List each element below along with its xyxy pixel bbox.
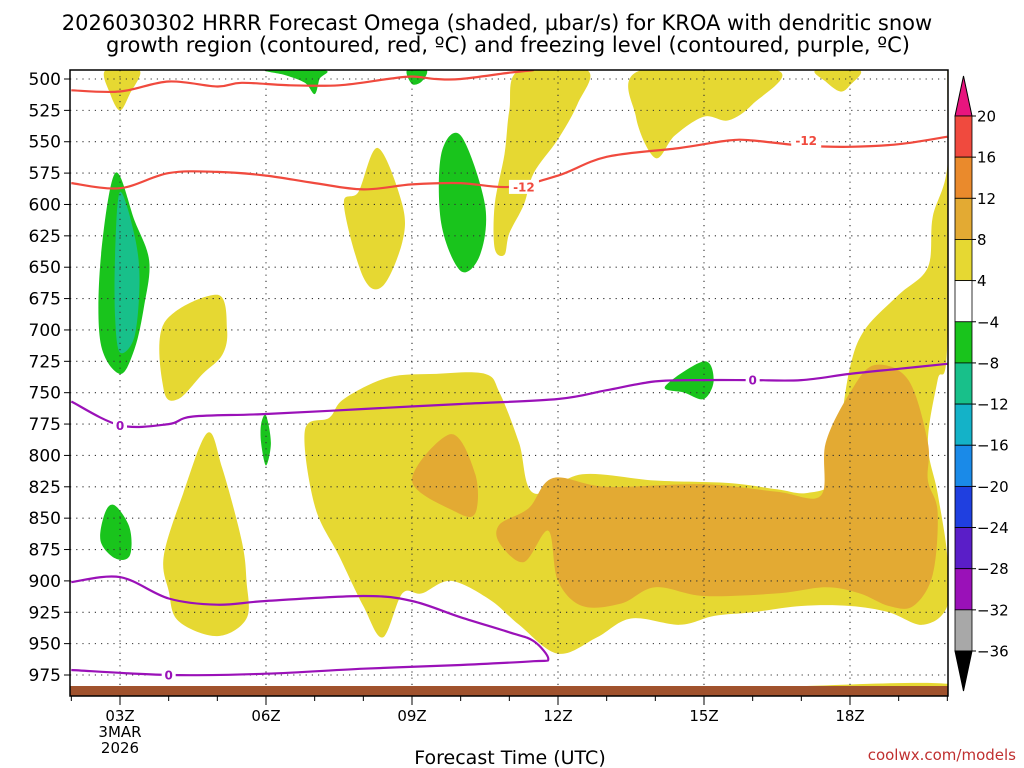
y-tick-label-625: 625	[29, 227, 61, 247]
y-tick-label-500: 500	[29, 70, 61, 90]
terrain-ground	[70, 686, 948, 696]
colorbar-bin--28-to--24	[954, 527, 973, 570]
freezing-contour-label-3-bg	[161, 668, 176, 682]
colorbar-label-9: −20	[977, 478, 1009, 496]
chart-title-line1: 2026030302 HRRR Forecast Omega (shaded, …	[62, 11, 932, 35]
x-axis-label: Forecast Time (UTC)	[414, 747, 605, 768]
y-tick-label-550: 550	[29, 133, 61, 153]
colorbar-label-13: −36	[977, 643, 1009, 661]
colorbar-label-5: −4	[977, 313, 999, 331]
freezing-contour-label-1-bg	[113, 418, 127, 433]
colorbar: 20 16 12 8 4 −4 −8 −12 −16 −20 −24 −28 −32 −36	[954, 75, 1009, 692]
y-tick-label-975: 975	[29, 666, 61, 686]
colorbar-label-11: −28	[977, 560, 1009, 578]
rising-omega-region-11	[159, 294, 228, 401]
y-tick-label-700: 700	[29, 321, 61, 341]
colorbar-bin--8-to--4	[954, 321, 973, 364]
x-tick-label-06Z: 06Z	[251, 707, 280, 725]
y-tick-label-600: 600	[29, 195, 61, 215]
colorbar-bin--32-to--28	[954, 568, 973, 611]
colorbar-bin--16-to--12	[954, 403, 973, 446]
colorbar-label-6: −8	[977, 354, 999, 372]
colorbar-label-8: −16	[977, 437, 1009, 455]
credit-text: coolwx.com/models	[868, 746, 1016, 764]
colorbar-bin-4-to-8	[954, 239, 973, 282]
y-tick-label-750: 750	[29, 384, 61, 404]
colorbar-label-1: 16	[977, 149, 996, 167]
y-tick-label-875: 875	[29, 541, 61, 561]
plot-area: -12 -12 0 0 0	[70, 70, 948, 696]
temperature-contours: -12 -12 0 0 0	[70, 70, 948, 683]
y-tick-label-650: 650	[29, 258, 61, 278]
freezing-contour-label-1: 0	[116, 419, 124, 433]
x-tick-label-12Z: 12Z	[543, 707, 572, 725]
x-tick-label-18Z: 18Z	[835, 707, 864, 725]
colorbar-label-12: −32	[977, 601, 1009, 619]
colorbar-label-3: 8	[977, 231, 987, 249]
y-tick-label-525: 525	[29, 101, 61, 121]
y-tick-label-950: 950	[29, 635, 61, 655]
freezing-contour-1	[70, 362, 948, 429]
colorbar-bin--36-to--32	[954, 609, 973, 652]
sinking-omega-region-2	[264, 70, 328, 95]
y-tick-label-800: 800	[29, 446, 61, 466]
y-tick-label-675: 675	[29, 290, 61, 310]
colorbar-bin-8-to-12	[954, 197, 973, 240]
rising-omega-region-6	[628, 70, 783, 159]
colorbar-label-2: 12	[977, 190, 996, 208]
dendritic-contour-label-2: -12	[795, 134, 817, 148]
date-label-day: 3MAR	[98, 723, 141, 741]
chart-title-line2: growth region (contoured, red, ºC) and f…	[106, 33, 910, 57]
y-tick-label-575: 575	[29, 164, 61, 184]
dendritic-contour-1	[71, 70, 534, 94]
colorbar-label-7: −12	[977, 396, 1009, 414]
sinking-omega-region-10	[438, 132, 487, 273]
colorbar-bin--12-to--8	[954, 362, 973, 405]
y-tick-label-775: 775	[29, 415, 61, 435]
rising-omega-region-7	[814, 70, 862, 92]
rising-omega-region-5	[493, 70, 591, 257]
sinking-omega-region-14	[114, 191, 140, 354]
colorbar-bin-12-to-16	[954, 156, 973, 199]
y-tick-label-725: 725	[29, 352, 61, 372]
colorbar-bin--20-to--16	[954, 444, 973, 487]
rising-omega-region-19	[411, 434, 479, 517]
y-tick-label-925: 925	[29, 603, 61, 623]
dendritic-contour-label-1: -12	[513, 180, 535, 194]
x-tick-label-15Z: 15Z	[689, 707, 718, 725]
rising-omega-region-9	[343, 147, 406, 290]
freezing-contour-label-2-bg	[745, 373, 760, 388]
freezing-contour-2	[71, 575, 550, 677]
colorbar-bottom-triangle	[954, 650, 973, 692]
pressure-axis: 500 525 550 575 600 625 650 675 700 725 750 775 800 8…	[29, 70, 70, 686]
x-tick-label-09Z: 09Z	[397, 707, 426, 725]
colorbar-label-0: 20	[977, 108, 996, 126]
y-tick-label-900: 900	[29, 572, 61, 592]
y-tick-label-825: 825	[29, 478, 61, 498]
y-tick-label-850: 850	[29, 509, 61, 529]
x-tick-label-03Z: 03Z	[105, 707, 134, 725]
dendritic-contour-label-2-bg	[791, 133, 822, 148]
sinking-omega-region-16	[260, 414, 271, 466]
time-axis: 03Z 06Z 09Z 12Z 15Z 18Z	[70, 696, 948, 725]
colorbar-label-10: −24	[977, 519, 1009, 537]
colorbar-label-4: 4	[977, 272, 987, 290]
freezing-contour-label-2: 0	[748, 374, 756, 388]
dendritic-contour-label-1-bg	[508, 179, 539, 194]
gridlines	[70, 70, 948, 696]
freezing-contour-label-3: 0	[164, 669, 172, 683]
colorbar-bin--4-to-4	[954, 280, 973, 323]
date-label-year: 2026	[101, 739, 139, 757]
rising-omega-region-12	[163, 432, 249, 637]
colorbar-bin-16-to-20	[954, 115, 973, 158]
colorbar-bin--24-to--20	[954, 485, 973, 528]
rising-omega-region-18	[496, 364, 938, 609]
